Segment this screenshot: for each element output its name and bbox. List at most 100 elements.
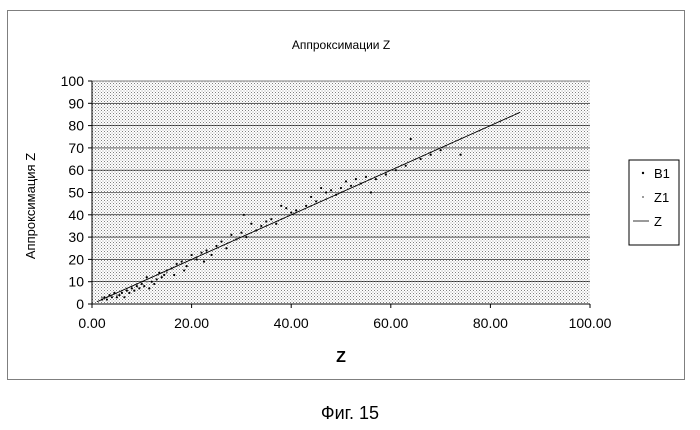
y-tick-label: 10 [68,274,84,290]
series-b1-point [156,278,158,280]
x-tick-label: 60.00 [373,315,408,331]
series-b1-point [118,294,120,296]
series-b1-point [375,178,377,180]
series-b1-point [420,158,422,160]
series-b1-point [225,247,227,249]
y-tick-label: 90 [68,95,84,111]
series-b1-point [186,265,188,267]
y-tick-label: 30 [68,229,84,245]
series-b1-point [148,287,150,289]
series-b1-point [280,205,282,207]
series-b1-point [430,153,432,155]
series-z1-point [166,272,168,274]
series-b1-point [285,207,287,209]
series-b1-point [270,218,272,220]
series-b1-point [195,258,197,260]
series-b1-point [131,287,133,289]
series-b1-point [320,187,322,189]
legend-label-b1: B1 [654,166,670,181]
x-tick-label: 20.00 [174,315,209,331]
x-tick-label: 80.00 [473,315,508,331]
series-b1-point [305,205,307,207]
series-b1-point [405,165,407,167]
series-b1-point [385,174,387,176]
series-b1-point [355,178,357,180]
series-b1-point [243,214,245,216]
series-b1-point [128,292,130,294]
x-axis-label: Z [336,349,346,366]
series-b1-point [365,176,367,178]
series-b1-point [183,269,185,271]
y-tick-labels: 0102030405060708090100 [61,73,85,312]
series-b1-point [260,225,262,227]
series-b1-point [121,292,123,294]
series-b1-point [200,252,202,254]
y-tick-label: 50 [68,185,84,201]
series-b1-point [116,296,118,298]
series-b1-point [191,254,193,256]
y-tick-label: 80 [68,118,84,134]
series-b1-point [133,290,135,292]
series-b1-point [275,223,277,225]
x-tick-labels: 0.00 20.00 40.00 60.00 80.00 100.00 [78,315,611,331]
series-b1-point [295,209,297,211]
x-tick-label: 40.00 [274,315,309,331]
series-b1-point [161,276,163,278]
figure-caption: Фиг. 15 [0,403,700,424]
series-b1-point [176,263,178,265]
series-b1-point [315,200,317,202]
series-z1-point [146,281,148,283]
series-b1-point [395,169,397,171]
series-b1-point [410,138,412,140]
series-b1-point [123,296,125,298]
series-b1-point [310,196,312,198]
series-b1-point [245,236,247,238]
series-b1-point [325,191,327,193]
series-b1-point [146,276,148,278]
series-b1-point [250,223,252,225]
series-b1-point [153,283,155,285]
series-b1-point [136,285,138,287]
y-axis-label: Аппроксимация Z [23,153,38,259]
series-b1-point [240,232,242,234]
x-tick-label: 0.00 [78,315,105,331]
x-tick-label: 100.00 [569,315,612,331]
series-z1-point [116,294,118,296]
series-b1-point [210,254,212,256]
series-b1-point [205,249,207,251]
series-b1-point [370,191,372,193]
legend: B1 Z1 Z [629,160,679,245]
series-b1-point [151,281,153,283]
series-b1-point [141,283,143,285]
series-b1-point [138,287,140,289]
y-tick-label: 20 [68,251,84,267]
series-b1-point [350,185,352,187]
series-b1-point [126,290,128,292]
y-tick-label: 40 [68,207,84,223]
legend-label-z1: Z1 [654,190,669,205]
y-tick-label: 0 [76,296,84,312]
series-b1-point [265,220,267,222]
series-b1-point [459,153,461,155]
chart-frame: Аппроксимации Z Аппроксимация Z Z 0 10 20 3… [7,10,685,380]
series-b1-point [163,274,165,276]
series-b1-point [230,234,232,236]
chart-svg: Аппроксимации Z Аппроксимация Z Z 0 10 20 3… [8,11,684,379]
series-b1-point [345,180,347,182]
series-b1-point [215,245,217,247]
series-b1-point [440,149,442,151]
series-b1-point [106,298,108,300]
y-tick-label: 60 [68,162,84,178]
legend-marker-b1 [642,172,644,174]
chart-title: Аппроксимации Z [292,38,390,52]
series-b1-point [143,285,145,287]
series-b1-point [203,261,205,263]
y-tick-label: 70 [68,140,84,156]
series-z1-point [101,297,103,299]
legend-marker-z1 [642,196,644,198]
series-b1-point [340,187,342,189]
legend-label-z: Z [654,214,662,229]
series-b1-point [220,240,222,242]
series-b1-point [330,189,332,191]
series-b1-point [173,274,175,276]
